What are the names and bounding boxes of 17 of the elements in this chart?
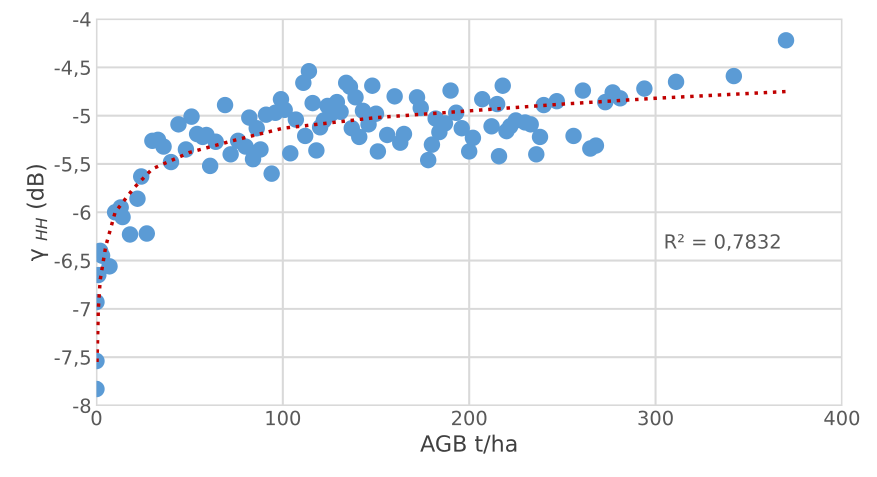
y-tick-label: -6,5 <box>54 254 90 270</box>
x-tick-label: 300 <box>638 410 673 426</box>
y-tick-label: -4 <box>73 12 91 26</box>
x-axis-title: AGB t/ha <box>420 434 516 454</box>
annotation: R² = 0,7832 <box>666 234 780 251</box>
x-tick-label: 400 <box>824 410 860 426</box>
x-tick-label: 0 <box>92 410 102 426</box>
y-tick-label: -5,5 <box>54 157 90 174</box>
y-axis-title: γ $_{HH}$ (dB) <box>26 165 48 262</box>
x-tick-label: 200 <box>452 410 486 426</box>
y-tick-label: -7 <box>73 302 90 316</box>
y-tick-label: -5 <box>73 108 90 124</box>
y-tick-label: -7,5 <box>54 350 90 367</box>
y-tick-label: -8 <box>73 398 90 414</box>
y-tick-label: -6 <box>73 205 90 220</box>
y-tick-label: -4,5 <box>54 60 90 78</box>
x-tick-label: 100 <box>266 410 300 426</box>
